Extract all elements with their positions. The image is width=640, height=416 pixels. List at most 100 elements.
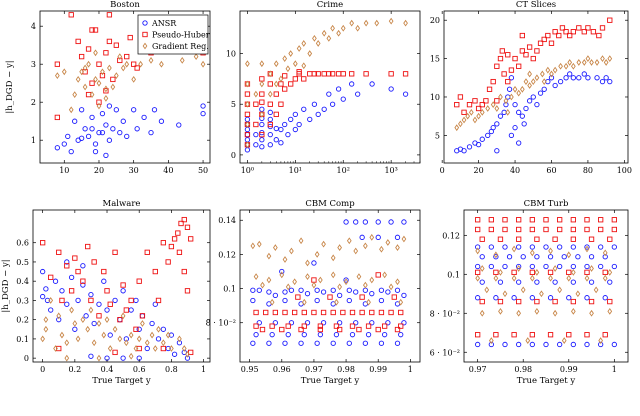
point-ansr	[282, 121, 288, 128]
point-gradient-reg-	[516, 89, 522, 97]
point-gradient-reg-	[285, 283, 291, 291]
point-gradient-reg-	[523, 78, 529, 86]
point-gradient-reg-	[305, 259, 310, 267]
x-tick-label: 20	[94, 166, 104, 175]
point-gradient-reg-	[282, 55, 288, 63]
point-pseudo-huber	[611, 217, 617, 223]
point-gradient-reg-	[273, 60, 279, 68]
point-gradient-reg-	[502, 290, 508, 298]
point-ansr	[520, 254, 526, 260]
point-gradient-reg-	[64, 354, 70, 362]
point-ansr	[349, 81, 355, 87]
point-pseudo-huber	[516, 217, 522, 223]
point-ansr	[511, 295, 517, 301]
point-gradient-reg-	[64, 339, 70, 347]
point-ansr	[244, 126, 251, 133]
point-pseudo-huber	[454, 102, 460, 108]
point-pseudo-huber	[88, 297, 94, 304]
point-gradient-reg-	[315, 40, 321, 47]
point-gradient-reg-	[148, 57, 154, 64]
point-gradient-reg-	[340, 24, 346, 32]
point-gradient-reg-	[493, 251, 499, 259]
point-ansr	[326, 91, 332, 97]
point-ansr	[475, 244, 481, 250]
point-gradient-reg-	[185, 350, 190, 358]
point-gradient-reg-	[540, 70, 545, 78]
point-pseudo-huber	[68, 12, 74, 18]
x-tick-label: 0	[40, 365, 45, 374]
point-pseudo-huber	[570, 298, 576, 305]
point-ansr	[304, 320, 311, 326]
point-gradient-reg-	[72, 91, 78, 98]
x-tick-label: 0.97	[305, 365, 323, 374]
point-gradient-reg-	[149, 331, 155, 339]
point-gradient-reg-	[541, 78, 547, 86]
point-ansr	[96, 301, 102, 307]
point-gradient-reg-	[575, 290, 581, 298]
point-ansr	[547, 295, 554, 301]
x-tick-label: 100	[617, 166, 632, 175]
point-ansr	[117, 317, 123, 323]
point-ansr	[285, 332, 291, 338]
point-gradient-reg-	[330, 271, 336, 279]
point-ansr	[253, 332, 259, 338]
point-pseudo-huber	[113, 42, 119, 48]
point-pseudo-huber	[175, 230, 181, 236]
point-pseudo-huber	[365, 323, 372, 329]
point-gradient-reg-	[353, 247, 359, 255]
point-gradient-reg-	[366, 298, 371, 306]
point-gradient-reg-	[301, 40, 307, 47]
point-gradient-reg-	[96, 102, 102, 110]
point-gradient-reg-	[112, 325, 118, 333]
point-gradient-reg-	[133, 345, 139, 352]
x-tick-label: 0.2	[68, 365, 81, 374]
point-pseudo-huber	[96, 313, 102, 319]
point-gradient-reg-	[75, 76, 81, 83]
point-pseudo-huber	[516, 63, 522, 69]
x-tick-label: 40	[163, 166, 173, 175]
point-ansr	[244, 147, 251, 153]
point-gradient-reg-	[282, 256, 288, 263]
point-gradient-reg-	[498, 268, 503, 276]
point-pseudo-huber	[124, 53, 130, 60]
point-ansr	[92, 141, 99, 147]
point-ansr	[288, 320, 295, 326]
point-pseudo-huber	[320, 309, 327, 316]
point-pseudo-huber	[576, 25, 582, 31]
point-ansr	[43, 286, 49, 292]
x-tick-label: 50	[198, 166, 208, 175]
point-gradient-reg-	[602, 274, 608, 282]
point-ansr	[253, 142, 259, 148]
point-ansr	[250, 340, 256, 346]
point-gradient-reg-	[594, 59, 600, 66]
legend: ANSR Pseudo-Huber Gradient Reg.	[137, 14, 210, 55]
point-pseudo-huber	[168, 243, 175, 250]
point-ansr	[330, 340, 336, 346]
point-ansr	[516, 109, 522, 115]
point-pseudo-huber	[103, 50, 109, 56]
point-ansr	[320, 289, 327, 295]
point-ansr	[475, 263, 481, 270]
point-gradient-reg-	[534, 307, 540, 315]
point-pseudo-huber	[516, 298, 522, 305]
point-pseudo-huber	[557, 217, 563, 223]
point-ansr	[343, 219, 349, 225]
point-ansr	[311, 101, 318, 107]
point-gradient-reg-	[260, 281, 265, 289]
point-gradient-reg-	[307, 50, 313, 57]
point-gradient-reg-	[602, 249, 608, 257]
point-ansr	[266, 340, 272, 346]
point-gradient-reg-	[336, 29, 341, 37]
point-gradient-reg-	[330, 254, 336, 262]
x-tick-label: 30	[129, 166, 139, 175]
axes-frame	[32, 209, 211, 363]
point-pseudo-huber	[588, 298, 595, 305]
point-gradient-reg-	[472, 116, 478, 124]
point-pseudo-huber	[92, 27, 99, 33]
point-gradient-reg-	[511, 274, 517, 282]
point-gradient-reg-	[584, 245, 590, 253]
point-ansr	[80, 282, 86, 288]
legend-marker	[142, 31, 148, 38]
x-tick-label: 0.97	[469, 365, 487, 374]
markers	[475, 217, 617, 348]
